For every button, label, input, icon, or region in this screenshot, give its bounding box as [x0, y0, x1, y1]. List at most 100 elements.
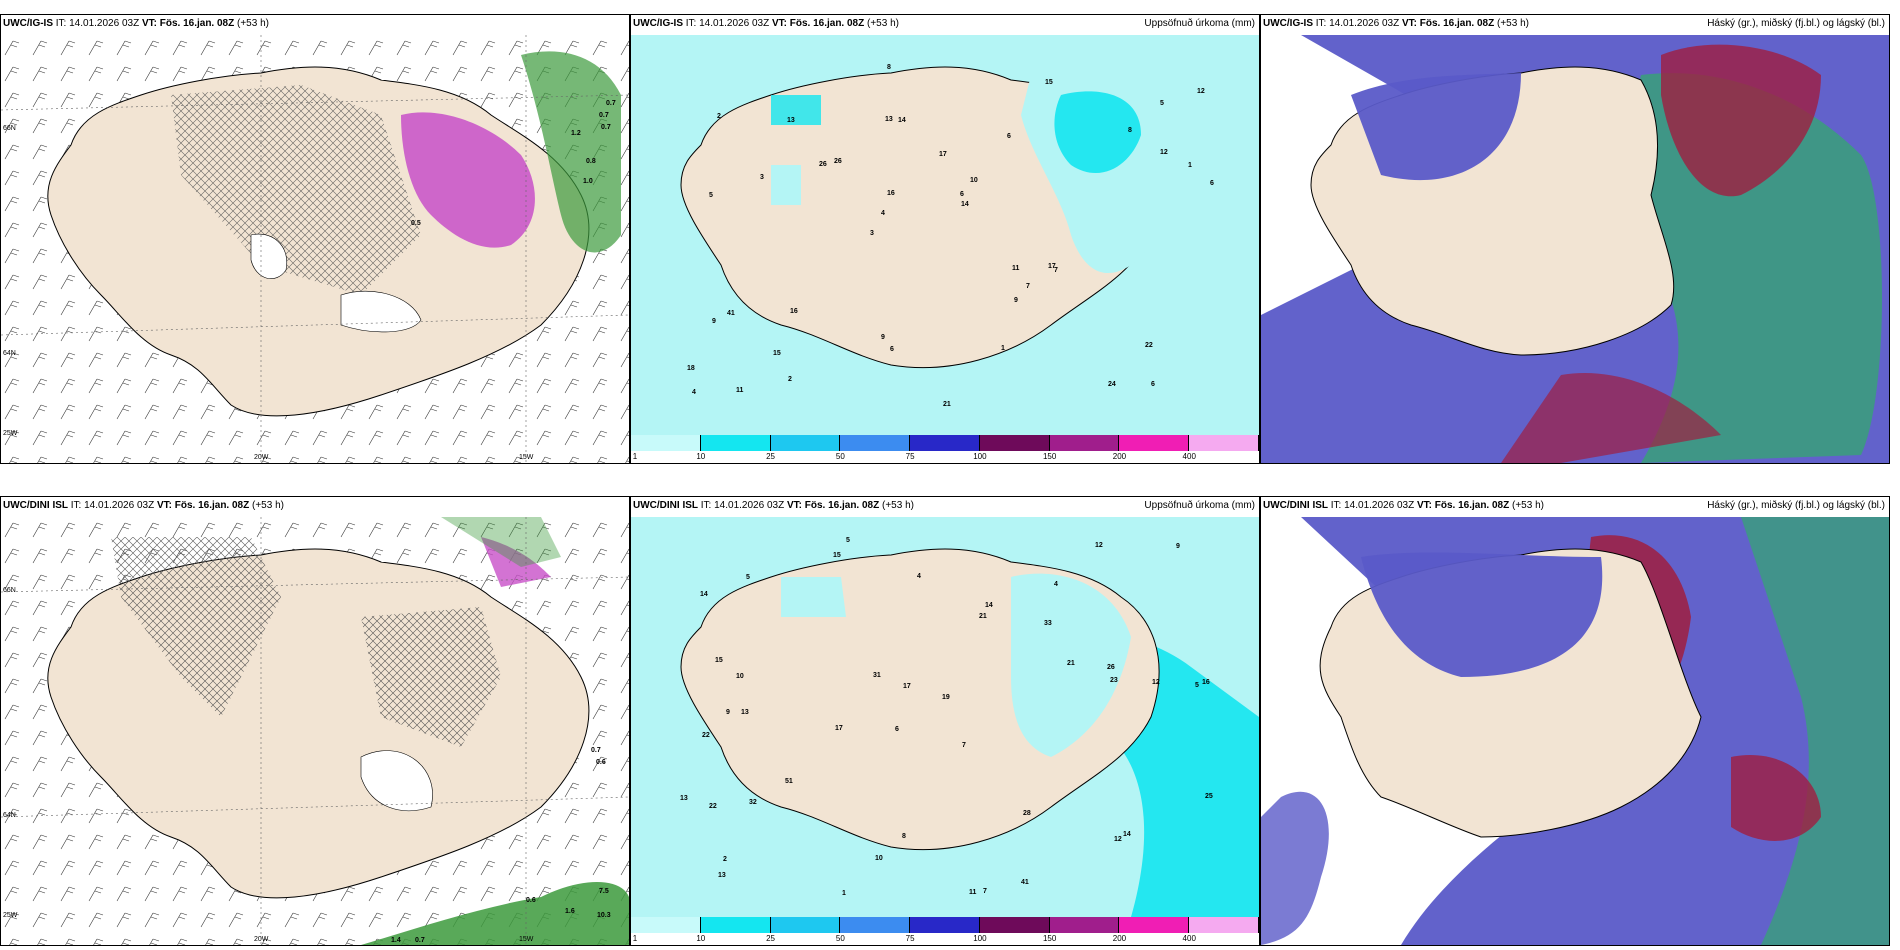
- panel-header: UWC/DINI ISL IT: 14.01.2026 03Z VT: Fös.…: [633, 500, 1255, 511]
- colorbar-swatch: [910, 435, 980, 451]
- precip-value: 14: [898, 117, 906, 124]
- panel-bottom-right: UWC/DINI ISL IT: 14.01.2026 03Z VT: Fös.…: [1260, 496, 1890, 946]
- precip-value: 11: [969, 889, 977, 896]
- precip-values: 6553611131741261815141072861112491613151…: [687, 64, 1214, 408]
- precip-value: 2: [717, 113, 721, 120]
- precip-value: 15: [773, 350, 781, 357]
- precip-value: 6: [1151, 381, 1155, 388]
- precip-value: 5: [746, 574, 750, 581]
- precip-value: 3: [870, 230, 874, 237]
- lon-label: 20W: [254, 936, 269, 943]
- pink-precip: [401, 112, 535, 248]
- precip-value: 33: [1044, 620, 1052, 627]
- colorbar-swatch: [700, 917, 771, 933]
- wind-precip-map[interactable]: 0.7 0.7 0.7 1.2 0.8 1.0 0.5 20W 15W 66N …: [1, 35, 629, 463]
- precip-value: 9: [1014, 297, 1018, 304]
- precip-value: 5: [709, 192, 713, 199]
- precip-value: 13: [741, 709, 749, 716]
- wind-value: 10.3: [597, 912, 611, 919]
- precip-value: 2: [788, 376, 792, 383]
- precip-value: 15: [715, 657, 723, 664]
- precip-value: 9: [712, 318, 716, 325]
- precip-value: 17: [939, 151, 947, 158]
- precip-value: 9: [1176, 543, 1180, 550]
- colorbar-tick-label: 100: [973, 452, 987, 461]
- precip-value: 2: [723, 856, 727, 863]
- precip-value: 17: [1048, 263, 1056, 270]
- precip-value: 17: [903, 683, 911, 690]
- precip-value: 7: [983, 888, 987, 895]
- colorbar-swatch: [1049, 917, 1120, 933]
- precip-value: 23: [1110, 677, 1118, 684]
- precip-value: 13: [718, 872, 726, 879]
- precip-value: 14: [1123, 831, 1131, 838]
- colorbar-tick-label: 50: [835, 452, 845, 461]
- precip-value: 1: [1188, 162, 1192, 169]
- colorbar-tick-label: 400: [1182, 452, 1196, 461]
- lat-label: 66N: [3, 587, 16, 594]
- precip-value: 21: [979, 613, 987, 620]
- precip-value: 26: [1107, 664, 1115, 671]
- precip-value: 5: [846, 537, 850, 544]
- wind-value: 0.7: [591, 747, 601, 754]
- precip-value: 4: [692, 389, 696, 396]
- wind-value: 0.7: [601, 124, 611, 131]
- colorbar-swatch: [1049, 435, 1120, 451]
- precip-value: 7: [1026, 283, 1030, 290]
- precip-value: 41: [1021, 879, 1029, 886]
- cloud-cover-map[interactable]: [1261, 35, 1889, 463]
- accumulated-precip-map[interactable]: 6 5 5 3 6 11 13 17 41 26 18 15 14 10 7 2 8 6 11 12 4 9 16 13 15 1…: [631, 35, 1259, 435]
- panel-header: UWC/DINI ISL IT: 14.01.2026 03Z VT: Fös.…: [1263, 500, 1885, 511]
- precip-value: 41: [727, 310, 735, 317]
- wind-value: 0.7: [415, 937, 425, 944]
- precip-value: 13: [680, 795, 688, 802]
- colorbar-swatch: [631, 435, 701, 451]
- precip-value: 6: [890, 346, 894, 353]
- wind-precip-map[interactable]: 0.7 0.6 0.6 7.5 10.3 1.6 1.4 0.7 20W 15W…: [1, 517, 629, 945]
- precip-value: 10: [970, 177, 978, 184]
- panel-top-left: UWC/IG-IS IT: 14.01.2026 03Z VT: Fös. 16…: [0, 14, 630, 464]
- colorbar-tick-label: 25: [766, 934, 775, 943]
- lon-label: 15W: [519, 454, 534, 461]
- colorbar-tick-label: 75: [905, 452, 915, 461]
- precip-value: 12: [1152, 679, 1160, 686]
- precip-value: 15: [833, 552, 841, 559]
- colorbar-tick-label: 1: [632, 452, 638, 461]
- colorbar-swatch: [840, 917, 911, 933]
- precip-value: 32: [749, 799, 757, 806]
- hatched-area: [171, 85, 421, 295]
- precip-value: 26: [834, 158, 842, 165]
- colorbar-tick-label: 200: [1112, 934, 1127, 943]
- precip-value: 7: [962, 742, 966, 749]
- precip-value: 24: [1108, 381, 1116, 388]
- panel-bottom-left: UWC/DINI ISL IT: 14.01.2026 03Z VT: Fös.…: [0, 496, 630, 946]
- wind-value: 0.8: [586, 158, 596, 165]
- panel-top-right: UWC/IG-IS IT: 14.01.2026 03Z VT: Fös. 16…: [1260, 14, 1890, 464]
- panel-header: UWC/IG-IS IT: 14.01.2026 03Z VT: Fös. 16…: [633, 18, 1255, 29]
- colorbar-swatch: [700, 435, 771, 451]
- precip-value: 22: [709, 803, 717, 810]
- precip-value: 16: [887, 190, 895, 197]
- precip-value: 12: [1114, 836, 1122, 843]
- precip-value: 12: [1160, 149, 1168, 156]
- precip-value: 4: [1054, 581, 1058, 588]
- panel-header: UWC/DINI ISL IT: 14.01.2026 03Z VT: Fös.…: [3, 500, 284, 511]
- colorbar-tick-label: 400: [1182, 934, 1196, 943]
- colorbar-tick-label: 50: [835, 934, 845, 943]
- wind-value: 0.6: [596, 759, 606, 766]
- accumulated-precip-map[interactable]: 5 4 5 6 7 13 14 33 22 21 19 13 15 17 11 7 8 12 21 51 10 9 16 12…: [631, 517, 1259, 917]
- precip-value: 3: [760, 174, 764, 181]
- lat-label: 66N: [3, 125, 16, 132]
- lat-label: 64N: [3, 812, 16, 819]
- green-precip: [521, 51, 621, 253]
- precip-value: 4: [917, 573, 921, 580]
- precip-value: 6: [960, 191, 964, 198]
- wind-value: 0.7: [599, 112, 609, 119]
- precip-value: 11: [736, 387, 744, 394]
- colorbar: 1 10 25 50 75 100 150 200 400: [631, 917, 1259, 945]
- colorbar-swatch: [770, 917, 841, 933]
- colorbar-tick-label: 200: [1112, 452, 1127, 461]
- cloud-cover-map[interactable]: [1261, 517, 1889, 945]
- precip-value: 17: [835, 725, 843, 732]
